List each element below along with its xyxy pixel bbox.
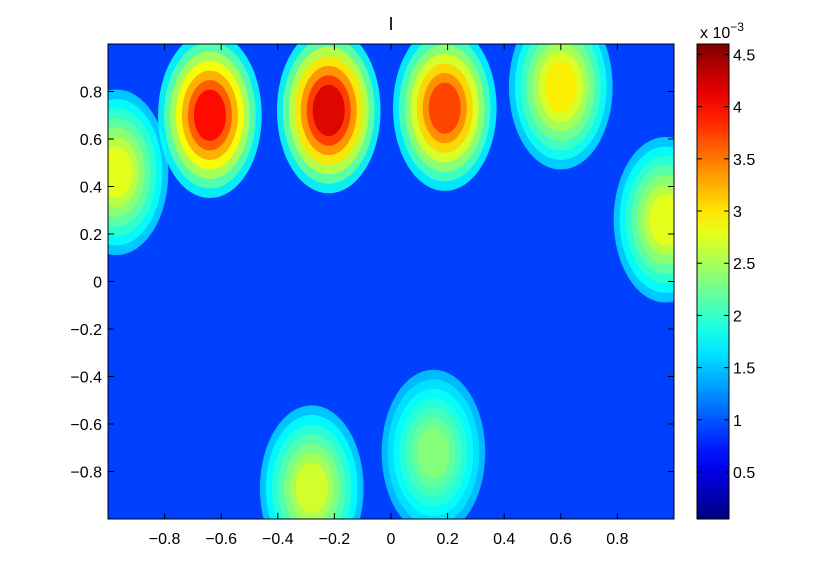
y-tick-label: 0.4: [80, 180, 102, 197]
colorbar-ticks: 0.5 1 1.5 2 2.5 3 3.5 4 4.5: [697, 47, 755, 482]
x-tick-label: 0.2: [436, 531, 458, 548]
heatmap-hotspot: [276, 44, 381, 194]
x-tick-label: 0.8: [606, 531, 628, 548]
colorbar-fill: [697, 44, 729, 519]
heatmap-field: [108, 44, 674, 519]
x-axis: −0.8 −0.6 −0.4 −0.2 0 0.2 0.4 0.6 0.8: [149, 44, 629, 548]
heatmap-hotspot: [613, 136, 674, 303]
colorbar-tick-label: 0.5: [733, 465, 755, 482]
plot-area: [107, 43, 675, 520]
colorbar-exponent: x 10−3: [700, 20, 744, 42]
colorbar-tick-label: 4: [733, 100, 742, 117]
y-tick-label: 0: [93, 275, 102, 292]
y-tick-label: 0.6: [80, 132, 102, 149]
x-tick-label: 0.4: [493, 531, 515, 548]
y-axis: 0.8 0.6 0.4 0.2 0 −0.2 −0.4 −0.6 −0.8: [70, 85, 674, 482]
heatmap-contour: [108, 146, 133, 198]
x-tick-label: −0.8: [149, 531, 181, 548]
colorbar-exponent-power: −3: [730, 20, 744, 34]
heatmap-hotspot: [259, 405, 364, 519]
y-tick-label: −0.4: [70, 370, 102, 387]
chart-title: I: [388, 14, 393, 34]
y-tick-label: 0.2: [80, 227, 102, 244]
y-tick-label: 0.8: [80, 85, 102, 102]
colorbar-tick-label: 2: [733, 308, 742, 325]
colorbar-frame: [696, 43, 730, 520]
colorbar-tick-label: 3.5: [733, 152, 755, 169]
heatmap-hotspot: [508, 44, 613, 170]
x-tick-label: 0: [387, 531, 396, 548]
heatmap-contour: [649, 194, 674, 246]
colorbar-tick-label: 3: [733, 204, 742, 221]
colorbar-tick-label: 4.5: [733, 47, 755, 64]
x-tick-label: −0.6: [205, 531, 237, 548]
y-tick-label: −0.8: [70, 465, 102, 482]
y-tick-label: −0.6: [70, 417, 102, 434]
colorbar: 0.5 1 1.5 2 2.5 3 3.5 4 4.5 x 10−3: [696, 20, 755, 520]
colorbar-tick-label: 2.5: [733, 256, 755, 273]
colorbar-tick-label: 1: [733, 413, 742, 430]
heatmap-contour: [428, 82, 461, 134]
y-tick-label: −0.2: [70, 322, 102, 339]
colorbar-exponent-base: x 10: [700, 25, 730, 42]
colorbar-tick-label: 1.5: [733, 361, 755, 378]
heatmap-contour: [312, 84, 345, 137]
x-tick-label: 0.6: [550, 531, 572, 548]
heatmap-contour: [193, 89, 226, 141]
heatmap-hotspot: [381, 369, 486, 519]
heatmap-contour: [544, 61, 577, 113]
x-tick-label: −0.2: [319, 531, 351, 548]
heatmap-hotspot: [158, 44, 262, 199]
x-tick-label: −0.4: [262, 531, 294, 548]
heatmap-hotspot: [392, 44, 497, 191]
heatmap-contour: [417, 426, 450, 479]
heatmap-contour: [295, 462, 328, 514]
heatmap-hotspot: [108, 89, 169, 256]
